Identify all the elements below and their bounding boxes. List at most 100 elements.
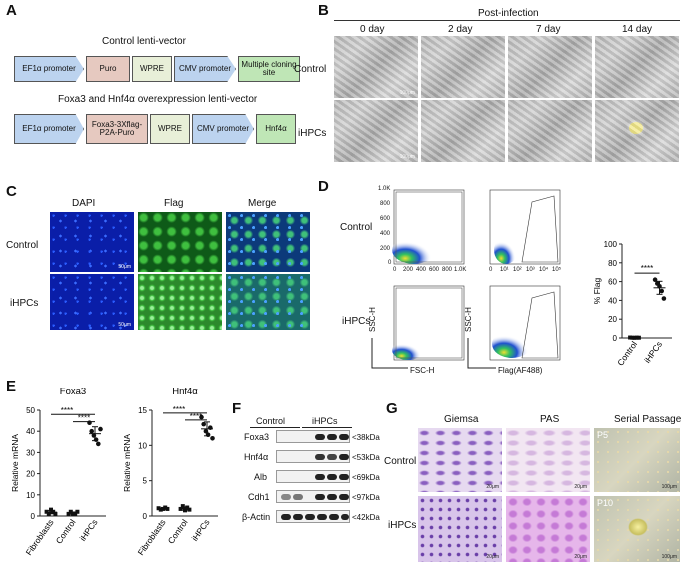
panel-d-letter: D	[318, 178, 329, 195]
day-label: 2 day	[448, 24, 473, 35]
data-point	[199, 414, 204, 420]
band	[339, 494, 349, 500]
band	[341, 514, 349, 520]
control-vector-title: Control lenti-vector	[102, 36, 186, 47]
protein-label: Hnf4α	[244, 452, 269, 462]
data-point	[205, 432, 211, 438]
serial-passage-image: P10 100μm	[594, 496, 680, 562]
category-label: Fibroblasts	[24, 517, 56, 557]
header-line	[250, 427, 300, 428]
panel-e-letter: E	[6, 378, 17, 395]
band	[315, 454, 325, 460]
foxa-wpre-box: WPRE	[150, 114, 190, 144]
y-axis-label: SSC-H	[464, 307, 473, 332]
category-label: Fibroblasts	[136, 517, 168, 557]
wb-header-ihpcs: iHPCs	[312, 416, 338, 426]
tick-label: 1.0K	[454, 267, 467, 273]
y-tick-label: 10	[138, 441, 147, 450]
colony-spot	[628, 518, 648, 536]
x-axis-label: FSC-H	[410, 366, 435, 375]
band	[293, 494, 303, 500]
row-label-control: Control	[294, 64, 327, 75]
data-point	[180, 504, 185, 509]
sig-label: ****	[641, 264, 653, 273]
day-label: 0 day	[360, 24, 385, 35]
y-axis-label: % Flag	[592, 278, 602, 305]
flag-percent-chart: 0 20 40 60 80 100 % Flag Control iHPCs ****	[592, 240, 672, 368]
data-point	[53, 511, 58, 516]
pas-image: 20μm	[506, 496, 590, 562]
tick-label: 600	[429, 267, 440, 273]
scale-bar: 50μm	[118, 322, 131, 328]
row-label-control: Control	[340, 222, 373, 233]
y-tick-label: 0	[613, 334, 618, 343]
box-label: Puro	[99, 63, 117, 73]
band	[327, 434, 337, 440]
control-ef1a-box: EF1α promoter	[14, 56, 84, 82]
row-label-ihpcs: iHPCs	[388, 520, 417, 531]
giemsa-image: 20μm	[418, 428, 502, 492]
flag-image	[138, 274, 222, 330]
foxa-puro-box: Foxa3-3Xflag- P2A-Puro	[86, 114, 148, 144]
dapi-image: 50μm	[50, 212, 134, 272]
data-point	[98, 426, 103, 432]
box-label: CMV promoter	[178, 63, 231, 73]
micrograph	[508, 100, 592, 162]
data-point	[75, 509, 80, 514]
protein-label: Alb	[254, 472, 268, 482]
panel-g-letter: G	[386, 400, 398, 417]
panel-f-letter: F	[232, 400, 242, 417]
scale-bar: 100μm	[661, 484, 677, 490]
micrograph	[421, 100, 505, 162]
chart-e-hnf4a: 0 5 10 15 Relative mRNA Hnf4α FibroblastsContr…	[122, 388, 218, 557]
band	[327, 454, 337, 460]
band	[315, 494, 325, 500]
category-label: Control	[615, 339, 639, 367]
protein-label: β-Actin	[242, 512, 271, 522]
flag-image	[138, 212, 222, 272]
day-label: 14 day	[622, 24, 653, 35]
sig-label: ****	[78, 414, 90, 423]
scale-bar: 100μm	[399, 90, 415, 96]
flow-plots	[392, 189, 561, 361]
tick-label: 10¹	[500, 267, 509, 273]
band	[327, 494, 337, 500]
box-label: Foxa3-3Xflag- P2A-Puro	[91, 119, 143, 137]
scale-bar: 20μm	[574, 554, 587, 560]
box-label: CMV promoter	[196, 123, 249, 133]
size-label: <69kDa	[352, 473, 380, 482]
control-mcs-box: Multiple cloning site	[238, 56, 300, 82]
sig-label: ****	[61, 406, 73, 415]
y-axis-label: Relative mRNA	[10, 434, 20, 492]
y-tick-label: 50	[26, 406, 35, 415]
flow-plot-control-fsc	[392, 189, 465, 265]
band	[293, 514, 303, 520]
protein-label: Foxa3	[244, 432, 270, 442]
x-axis-label: Flag(AF488)	[498, 366, 543, 375]
foxa-ef1a-box: EF1α promoter	[14, 114, 84, 144]
y-axis-label: SSC-H	[368, 307, 377, 332]
band	[281, 494, 291, 500]
row-label-control: Control	[6, 240, 39, 251]
flow-plot-ihpcs-flag	[489, 285, 561, 361]
col-label: PAS	[540, 414, 560, 425]
dapi-image: 50μm	[50, 274, 134, 330]
col-label: Flag	[164, 198, 184, 209]
wb-band-row	[276, 510, 350, 523]
tick-label: 0	[393, 267, 397, 273]
category-label: Control	[54, 517, 78, 545]
y-tick-label: 40	[26, 427, 35, 436]
tick-label: 1.0K	[378, 186, 391, 192]
micrograph	[595, 36, 679, 98]
data-point	[49, 507, 53, 512]
band	[339, 434, 349, 440]
y-tick-label: 5	[143, 477, 148, 486]
passage-label: P5	[597, 430, 609, 440]
category-label: iHPCs	[190, 517, 212, 542]
control-puro-box: Puro	[86, 56, 130, 82]
row-label-ihpcs: iHPCs	[298, 128, 327, 139]
size-label: <38kDa	[352, 433, 380, 442]
band	[327, 474, 337, 480]
y-tick-label: 30	[26, 448, 35, 457]
